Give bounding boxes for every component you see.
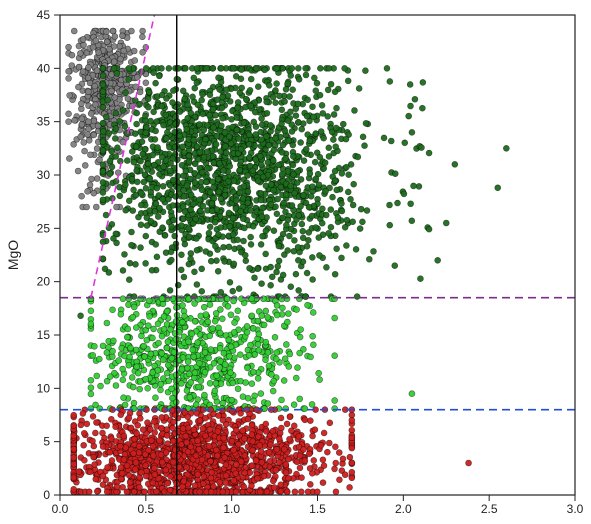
chart-svg: 0.0 0.5 1.0 1.5 2.0 2.5 3.0 0 5 10 15 20 25 30 35 40 45 M… [0,0,591,524]
svg-text:2.5: 2.5 [481,502,498,516]
svg-text:0.0: 0.0 [52,502,69,516]
svg-text:0.5: 0.5 [137,502,154,516]
svg-text:25: 25 [37,221,51,235]
svg-text:40: 40 [37,61,51,75]
svg-text:10: 10 [37,381,51,395]
svg-text:45: 45 [37,8,51,22]
svg-text:35: 35 [37,115,51,129]
svg-text:1.0: 1.0 [223,502,240,516]
svg-text:3.0: 3.0 [567,502,584,516]
y-axis-label: MgO [5,240,21,270]
scatter-chart: 0.0 0.5 1.0 1.5 2.0 2.5 3.0 0 5 10 15 20 25 30 35 40 45 M… [0,0,591,524]
svg-text:1.5: 1.5 [309,502,326,516]
svg-text:30: 30 [37,168,51,182]
svg-text:2.0: 2.0 [395,502,412,516]
svg-text:5: 5 [43,435,50,449]
svg-text:0: 0 [43,488,50,502]
svg-text:20: 20 [37,275,51,289]
svg-text:15: 15 [37,328,51,342]
